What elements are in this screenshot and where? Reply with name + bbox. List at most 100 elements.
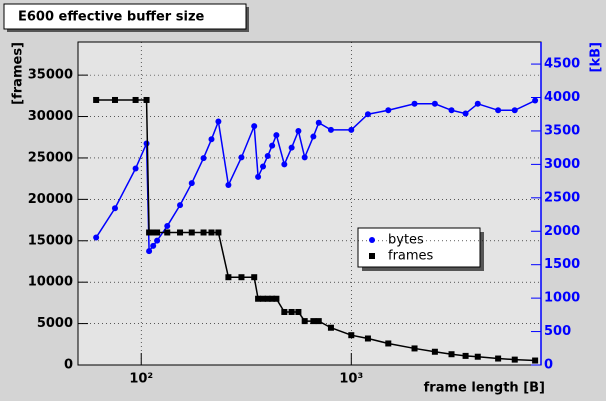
point bbox=[154, 237, 161, 244]
point bbox=[111, 205, 118, 212]
point bbox=[301, 154, 308, 161]
y-tick-label: 0 bbox=[64, 358, 73, 373]
point bbox=[448, 351, 455, 358]
point bbox=[281, 161, 288, 168]
point bbox=[310, 318, 317, 325]
point bbox=[111, 96, 118, 103]
point bbox=[495, 355, 502, 362]
point bbox=[251, 274, 258, 281]
title-box bbox=[3, 3, 247, 30]
x-tick-label: 10³ bbox=[339, 372, 363, 387]
y2-tick-label: 3500 bbox=[544, 123, 580, 138]
point bbox=[273, 295, 280, 302]
point bbox=[188, 229, 195, 236]
point bbox=[251, 123, 258, 130]
y-axis-label: [frames] bbox=[11, 42, 26, 105]
point bbox=[260, 295, 267, 302]
point bbox=[327, 126, 334, 133]
legend-marker bbox=[369, 237, 375, 243]
point bbox=[474, 353, 481, 360]
legend-label: bytes bbox=[388, 233, 424, 248]
point bbox=[385, 340, 392, 347]
point bbox=[238, 274, 245, 281]
point bbox=[154, 229, 161, 236]
point bbox=[164, 229, 171, 236]
point bbox=[146, 229, 153, 236]
point bbox=[255, 295, 262, 302]
point bbox=[225, 274, 232, 281]
point bbox=[315, 119, 322, 126]
x-axis-label: frame length [B] bbox=[424, 381, 545, 396]
y-tick-label: 30000 bbox=[28, 109, 73, 124]
point bbox=[143, 96, 150, 103]
point bbox=[238, 154, 245, 161]
point bbox=[474, 100, 481, 107]
y2-tick-label: 500 bbox=[544, 324, 571, 339]
legend-label: frames bbox=[388, 249, 434, 264]
y-tick-label: 10000 bbox=[28, 275, 73, 290]
point bbox=[132, 96, 139, 103]
point bbox=[132, 165, 139, 172]
point bbox=[511, 356, 518, 363]
x-tick-label: 10² bbox=[129, 372, 153, 387]
y-tick-label: 5000 bbox=[37, 316, 73, 331]
point bbox=[200, 155, 207, 162]
point bbox=[264, 295, 271, 302]
point bbox=[143, 140, 150, 147]
point bbox=[364, 111, 371, 118]
point bbox=[385, 107, 392, 114]
point bbox=[301, 318, 308, 325]
legend-box bbox=[357, 227, 481, 268]
y2-tick-label: 2500 bbox=[544, 190, 580, 205]
point bbox=[269, 142, 276, 149]
point bbox=[348, 332, 355, 339]
point bbox=[532, 97, 539, 104]
legend-marker bbox=[369, 253, 375, 259]
point bbox=[260, 163, 267, 170]
point bbox=[462, 110, 469, 117]
point bbox=[411, 345, 418, 352]
point bbox=[146, 248, 153, 255]
point bbox=[150, 229, 157, 236]
y-tick-label: 20000 bbox=[28, 192, 73, 207]
y2-tick-label: 2000 bbox=[544, 224, 580, 239]
point bbox=[208, 229, 215, 236]
point bbox=[215, 118, 222, 125]
point bbox=[448, 107, 455, 114]
point bbox=[208, 136, 215, 143]
point bbox=[164, 223, 171, 230]
point bbox=[93, 234, 100, 241]
point bbox=[462, 352, 469, 359]
point bbox=[93, 96, 100, 103]
point bbox=[495, 107, 502, 114]
y2-tick-label: 4000 bbox=[544, 90, 580, 105]
y-tick-label: 35000 bbox=[28, 68, 73, 83]
y2-tick-label: 1000 bbox=[544, 291, 580, 306]
point bbox=[200, 229, 207, 236]
point bbox=[348, 126, 355, 133]
point bbox=[431, 348, 438, 355]
point bbox=[177, 229, 184, 236]
point bbox=[264, 153, 271, 160]
point bbox=[310, 133, 317, 140]
point bbox=[215, 229, 222, 236]
y2-tick-label: 1500 bbox=[544, 257, 580, 272]
plot-area bbox=[77, 41, 542, 366]
y2-tick-label: 0 bbox=[544, 358, 553, 373]
y-tick-label: 15000 bbox=[28, 233, 73, 248]
point bbox=[315, 318, 322, 325]
point bbox=[295, 308, 302, 315]
y2-tick-label: 3000 bbox=[544, 157, 580, 172]
point bbox=[288, 308, 295, 315]
point bbox=[532, 357, 539, 364]
point bbox=[411, 100, 418, 107]
y2-axis-label: [kB] bbox=[589, 42, 604, 72]
point bbox=[225, 182, 232, 189]
chart-title: E600 effective buffer size bbox=[18, 10, 205, 25]
point bbox=[255, 173, 262, 180]
point bbox=[295, 127, 302, 134]
point bbox=[150, 242, 157, 249]
point bbox=[177, 202, 184, 209]
point bbox=[288, 144, 295, 151]
